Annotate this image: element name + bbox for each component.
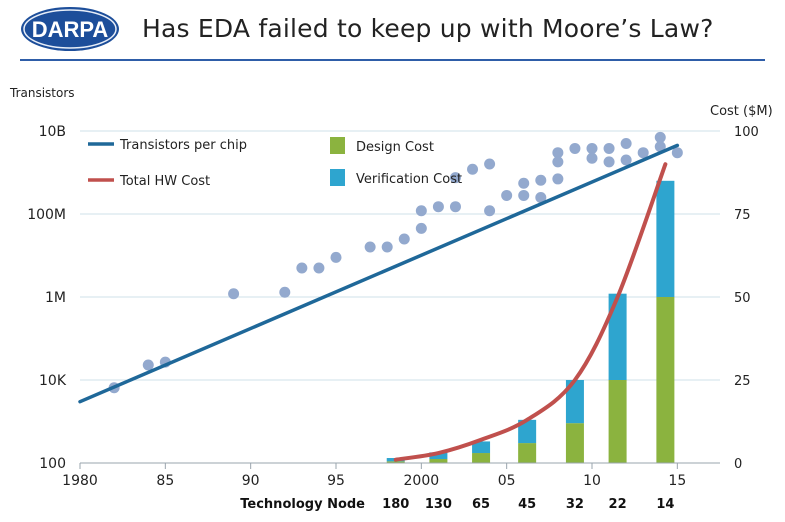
- cost-bars: [386, 180, 675, 463]
- technology-node-value: 45: [518, 497, 536, 512]
- transistor-data-point: [552, 147, 564, 159]
- transistor-data-point: [603, 156, 615, 168]
- chart-axes: 100 10K 1M 100M 10B 0 25 50 75 100 Transistors Cost…: [9, 86, 773, 512]
- transistor-data-point: [398, 233, 410, 245]
- transistor-data-point: [228, 288, 240, 300]
- design-cost-bar: [386, 461, 405, 463]
- transistor-data-point: [569, 142, 581, 154]
- left-tick-label: 100: [39, 456, 66, 472]
- x-tick-label: 95: [327, 473, 345, 489]
- legend-swatch-bar: [330, 137, 345, 154]
- verification-cost-bar: [656, 180, 675, 297]
- title-divider: [20, 59, 765, 61]
- series-lines: [78, 143, 680, 462]
- design-cost-bar: [518, 443, 537, 463]
- right-tick-label: 75: [734, 208, 751, 223]
- slide-header: DARPA Has EDA failed to keep up with Moo…: [0, 0, 785, 62]
- right-tick-label: 100: [734, 125, 759, 140]
- right-tick-label: 0: [734, 457, 742, 472]
- left-tick-label: 100M: [27, 207, 66, 223]
- transistor-data-point: [535, 174, 547, 186]
- left-tick-label: 1M: [45, 290, 66, 306]
- technology-node-value: 32: [566, 497, 584, 512]
- x-tick-label: 15: [668, 473, 686, 489]
- legend-label: Total HW Cost: [119, 174, 210, 189]
- left-tick-label: 10K: [39, 373, 67, 389]
- x-tick-label: 90: [242, 473, 260, 489]
- chart-legend: Transistors per chip Total HW Cost Design …: [88, 137, 462, 189]
- transistor-data-point: [296, 262, 308, 274]
- transistor-data-point: [381, 241, 393, 253]
- verification-cost-bar: [472, 441, 491, 454]
- transistor-data-point: [586, 152, 598, 164]
- transistor-data-point: [552, 156, 564, 168]
- transistor-data-point: [654, 131, 666, 143]
- darpa-logo: DARPA: [21, 7, 119, 51]
- x-tick-label: 1980: [62, 473, 98, 489]
- x-tick-label: 2000: [404, 473, 440, 489]
- transistor-data-point: [364, 241, 376, 253]
- technology-node-value: 14: [656, 497, 674, 512]
- design-cost-bar: [565, 423, 584, 463]
- transistor-data-point: [467, 163, 479, 175]
- design-cost-bar: [656, 297, 675, 463]
- transistor-data-point: [484, 205, 496, 217]
- transistor-data-point: [279, 286, 291, 298]
- transistor-data-point: [586, 142, 598, 154]
- transistor-data-point: [620, 154, 632, 166]
- right-tick-label: 25: [734, 374, 751, 389]
- transistor-data-point: [415, 205, 427, 217]
- technology-node-value: 65: [472, 497, 490, 512]
- left-tick-label: 10B: [39, 124, 66, 140]
- transistor-data-point: [449, 172, 461, 184]
- design-cost-bar: [429, 459, 448, 463]
- verification-cost-bar: [608, 293, 627, 380]
- legend-label: Verification Cost: [356, 172, 462, 187]
- technology-node-value: 130: [425, 497, 452, 512]
- left-axis-title: Transistors: [9, 86, 75, 100]
- x-tick-label: 05: [498, 473, 516, 489]
- transistor-data-point: [535, 191, 547, 203]
- transistor-data-point: [518, 189, 530, 201]
- legend-label: Transistors per chip: [119, 138, 247, 153]
- transistor-data-point: [330, 251, 342, 263]
- legend-swatch-bar: [330, 169, 345, 186]
- slide-title: Has EDA failed to keep up with Moore’s L…: [142, 14, 714, 43]
- transistor-data-point: [313, 262, 325, 274]
- transistor-data-point: [501, 189, 513, 201]
- darpa-logo-oval: [21, 7, 119, 51]
- transistor-data-point: [415, 222, 427, 234]
- x-tick-label: 85: [156, 473, 174, 489]
- darpa-logo-text: DARPA: [32, 17, 109, 42]
- transistor-data-point: [671, 147, 683, 159]
- verification-cost-bar: [429, 452, 448, 460]
- verification-cost-bar: [518, 419, 537, 444]
- transistor-data-point: [654, 141, 666, 153]
- verification-cost-bar: [565, 380, 584, 424]
- design-cost-bar: [472, 453, 491, 463]
- transistors-per-chip-line: [78, 143, 680, 404]
- design-cost-bar: [608, 380, 627, 463]
- transistor-data-point: [142, 359, 154, 371]
- transistor-data-point: [484, 158, 496, 170]
- transistor-data-point: [637, 147, 649, 159]
- transistor-data-point: [552, 173, 564, 185]
- technology-node-value: 180: [382, 497, 409, 512]
- transistor-data-point: [432, 201, 444, 213]
- technology-node-value: 22: [609, 497, 627, 512]
- transistor-data-point: [518, 177, 530, 189]
- total-hw-cost-line: [393, 162, 668, 462]
- transistor-data-point: [449, 201, 461, 213]
- transistor-data-point: [620, 137, 632, 149]
- transistor-data-point: [603, 142, 615, 154]
- right-axis-title: Cost ($M): [710, 104, 773, 119]
- technology-node-label: Technology Node: [240, 497, 365, 512]
- x-tick-label: 10: [583, 473, 601, 489]
- legend-label: Design Cost: [356, 140, 434, 155]
- right-tick-label: 50: [734, 291, 751, 306]
